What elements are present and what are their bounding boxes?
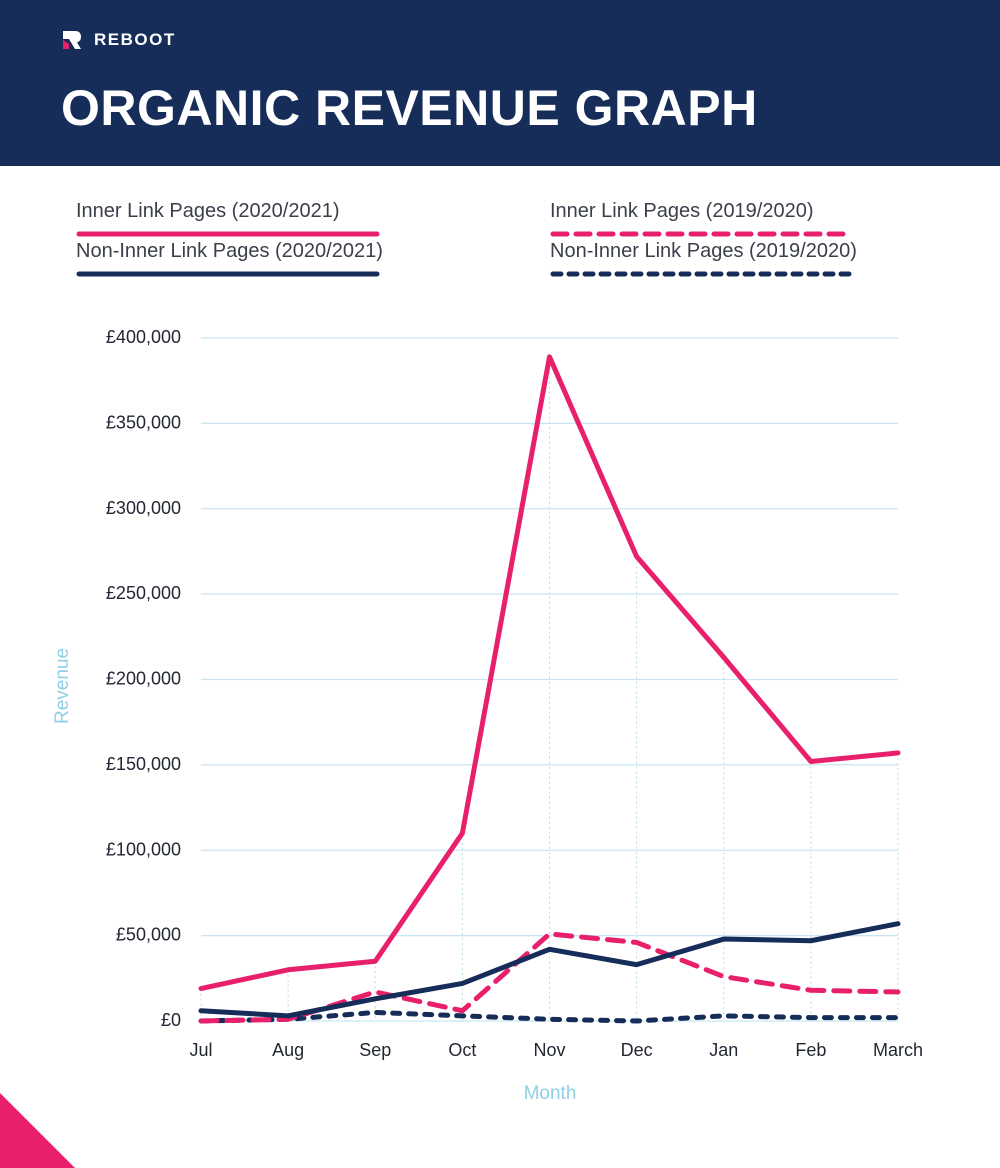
legend-swatch-dotted-navy bbox=[550, 271, 854, 277]
series-line-2 bbox=[198, 921, 901, 1019]
y-tick-label: £200,000 bbox=[106, 669, 181, 689]
series-layer bbox=[198, 354, 901, 1024]
legend-label: Non-Inner Link Pages (2020/2021) bbox=[76, 240, 383, 262]
y-tick-label: £350,000 bbox=[106, 412, 181, 432]
grid-layer bbox=[201, 337, 898, 1022]
month-guide-layer bbox=[200, 356, 899, 1021]
y-tick-label: £400,000 bbox=[106, 327, 181, 347]
y-tick-label: £250,000 bbox=[106, 583, 181, 603]
x-tick-label: Dec bbox=[621, 1040, 653, 1060]
x-tick-label: Sep bbox=[359, 1040, 391, 1060]
legend-entry-non-inner-2021: Non-Inner Link Pages (2020/2021) bbox=[76, 239, 383, 278]
legend-swatch-dashed-pink bbox=[550, 231, 854, 237]
reboot-logo-icon bbox=[63, 31, 81, 49]
x-tick-label: Aug bbox=[272, 1040, 304, 1060]
y-tick-label: £150,000 bbox=[106, 754, 181, 774]
legend-entry-inner-2021: Inner Link Pages (2020/2021) bbox=[76, 199, 380, 238]
x-tick-layer: Jul Aug Sep Oct Nov Dec Jan Feb March bbox=[189, 1040, 923, 1060]
x-tick-label: Jul bbox=[189, 1040, 212, 1060]
legend-swatch-solid-pink bbox=[76, 231, 380, 237]
y-tick-label: £50,000 bbox=[116, 925, 181, 945]
series-line-1 bbox=[198, 354, 901, 992]
corner-accent-triangle bbox=[0, 1093, 75, 1168]
y-tick-label: £0 bbox=[161, 1010, 181, 1030]
brand-name: REBOOT bbox=[94, 30, 176, 49]
x-tick-label: March bbox=[873, 1040, 923, 1060]
legend-entry-non-inner-2020: Non-Inner Link Pages (2019/2020) bbox=[550, 239, 857, 278]
x-tick-label: Nov bbox=[533, 1040, 565, 1060]
legend-label: Inner Link Pages (2020/2021) bbox=[76, 200, 340, 222]
y-axis-title: Revenue bbox=[52, 648, 73, 724]
brand: REBOOT bbox=[61, 29, 176, 51]
x-tick-label: Oct bbox=[448, 1040, 476, 1060]
series-line-4 bbox=[198, 1009, 901, 1024]
legend-label: Non-Inner Link Pages (2019/2020) bbox=[550, 240, 857, 262]
y-tick-layer: £0 £50,000 £100,000 £150,000 £200,000 £250,00… bbox=[106, 327, 181, 1030]
legend-entry-inner-2020: Inner Link Pages (2019/2020) bbox=[550, 199, 854, 238]
page-title: ORGANIC REVENUE GRAPH bbox=[61, 80, 758, 136]
x-axis-title: Month bbox=[524, 1083, 577, 1104]
y-tick-label: £300,000 bbox=[106, 498, 181, 518]
x-tick-label: Jan bbox=[709, 1040, 738, 1060]
x-tick-label: Feb bbox=[795, 1040, 826, 1060]
header-banner: REBOOT ORGANIC REVENUE GRAPH bbox=[0, 0, 1000, 166]
y-tick-label: £100,000 bbox=[106, 839, 181, 859]
legend-label: Inner Link Pages (2019/2020) bbox=[550, 200, 814, 222]
legend-swatch-solid-navy bbox=[76, 271, 380, 277]
